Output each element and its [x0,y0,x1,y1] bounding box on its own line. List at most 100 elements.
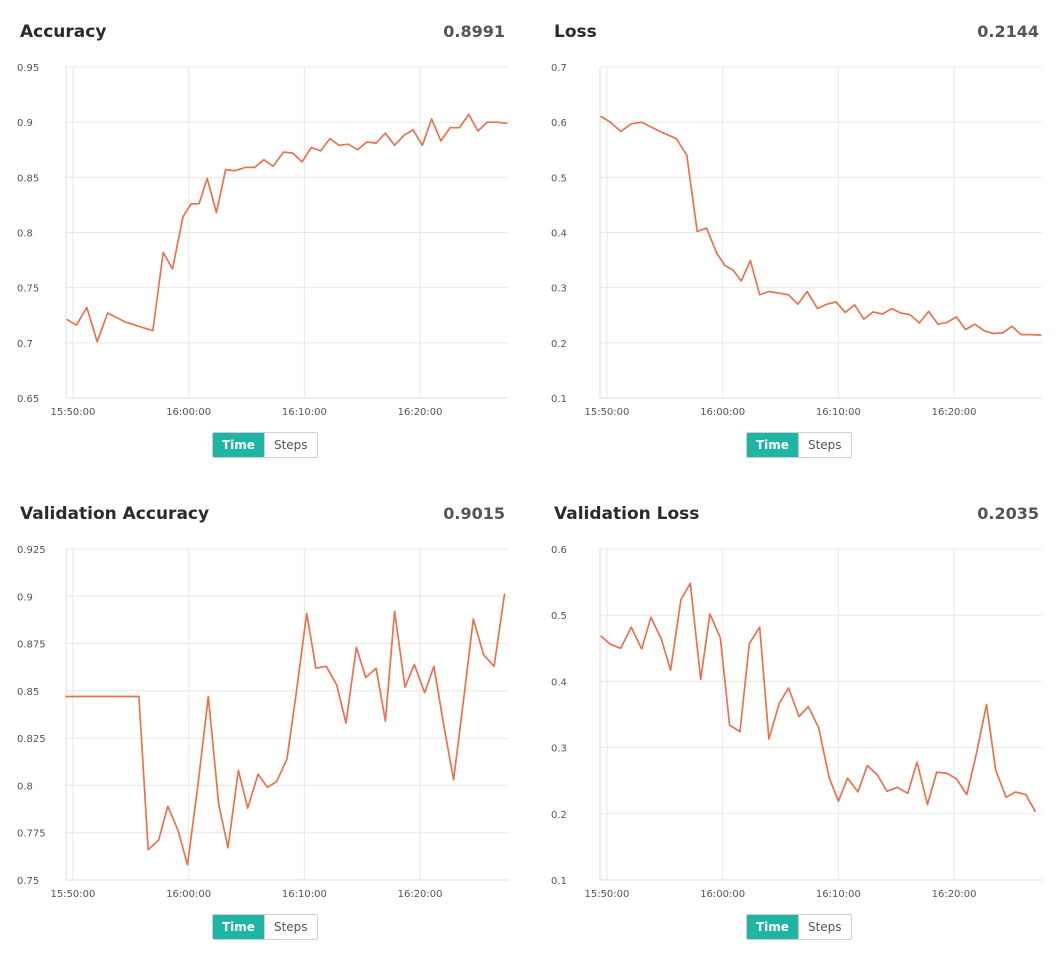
data-point [909,313,911,315]
data-point [190,203,192,205]
data-point [669,669,671,671]
data-point [157,839,159,841]
chart-canvas: 0.6 0.5 0.4 0.3 0.2 0.1 15:50:00 16:00:00 16:10:… [551,545,1042,900]
y-tick-label: 0.1 [551,876,567,887]
time-toggle-button[interactable]: Time [213,433,264,457]
data-point [338,144,340,146]
x-tick-label: 16:20:00 [398,889,443,900]
data-point [449,126,451,128]
data-point [325,665,327,667]
data-point [106,312,108,314]
data-point [907,792,909,794]
data-point [946,321,948,323]
data-point [916,761,918,763]
x-tick-label: 16:00:00 [700,407,745,418]
data-point [896,786,898,788]
x-tick-label: 15:50:00 [584,407,629,418]
data-point [807,705,809,707]
y-tick-label: 0.75 [17,284,39,295]
chart-title: Validation Accuracy [20,504,210,524]
y-tick-label: 0.5 [551,611,567,622]
data-point [732,269,734,271]
y-tick-label: 0.65 [17,394,39,405]
y-tick-label: 0.8 [17,229,33,240]
data-point [946,772,948,774]
steps-toggle-button[interactable]: Steps [797,433,851,457]
time-toggle-button[interactable]: Time [213,915,264,939]
x-axis-toggle: Time Steps [212,432,318,458]
y-tick-label: 0.925 [17,545,46,556]
y-tick-label: 0.8 [17,781,33,792]
data-point [66,318,68,320]
data-point [797,303,799,305]
data-point [384,720,386,722]
data-point [866,764,868,766]
x-tick-label: 15:50:00 [50,889,95,900]
data-point [375,142,377,144]
data-point [272,165,274,167]
data-point [709,613,711,615]
series-line [66,113,508,343]
data-point [215,211,217,213]
y-tick-label: 0.3 [551,284,567,295]
data-point [787,294,789,296]
data-point [926,803,928,805]
data-point [65,695,67,697]
data-point [758,626,760,628]
current-value: 0.8991 [443,22,505,41]
current-value: 0.9015 [443,504,505,523]
data-point [778,702,780,704]
data-point [749,259,751,261]
data-point [147,849,149,851]
data-point [301,161,303,163]
steps-toggle-button[interactable]: Steps [263,433,317,457]
y-tick-label: 0.7 [17,339,33,350]
data-point [974,323,976,325]
data-point [366,141,368,143]
data-point [835,301,837,303]
data-point [162,251,164,253]
chart-title: Loss [554,22,597,42]
steps-toggle-button[interactable]: Steps [797,915,851,939]
data-point [206,177,208,179]
chart-panel-accuracy: Accuracy 0.8991 0.95 0.9 0.85 0.8 0.75 0.7 0.6… [0,0,520,470]
data-point [758,294,760,296]
y-tick-label: 0.775 [17,829,46,840]
data-point [403,134,405,136]
steps-toggle-button[interactable]: Steps [263,915,317,939]
x-axis-toggle: Time Steps [212,914,318,940]
data-point [96,341,98,343]
data-point [413,663,415,665]
data-point [686,154,688,156]
data-point [197,784,199,786]
data-point [609,121,611,123]
data-point [257,773,259,775]
data-point [658,130,660,132]
data-point [600,635,602,637]
y-tick-label: 0.7 [551,63,567,74]
data-point [995,769,997,771]
y-tick-label: 0.4 [551,229,567,240]
y-tick-label: 0.9 [17,118,33,129]
data-point [433,665,435,667]
data-point [872,311,874,313]
x-tick-label: 16:00:00 [166,407,211,418]
x-axis-toggle: Time Steps [746,914,852,940]
data-point [423,692,425,694]
data-point [421,144,423,146]
data-point [716,252,718,254]
data-point [218,803,220,805]
data-point [620,130,622,132]
y-tick-label: 0.2 [551,339,567,350]
data-point [724,264,726,266]
time-toggle-button[interactable]: Time [747,915,798,939]
data-point [467,113,469,115]
data-point [393,610,395,612]
data-point [472,618,474,620]
data-point [1020,333,1022,335]
time-toggle-button[interactable]: Time [747,433,798,457]
data-point [1005,796,1007,798]
data-point [430,118,432,120]
data-point [253,166,255,168]
data-point [787,687,789,689]
